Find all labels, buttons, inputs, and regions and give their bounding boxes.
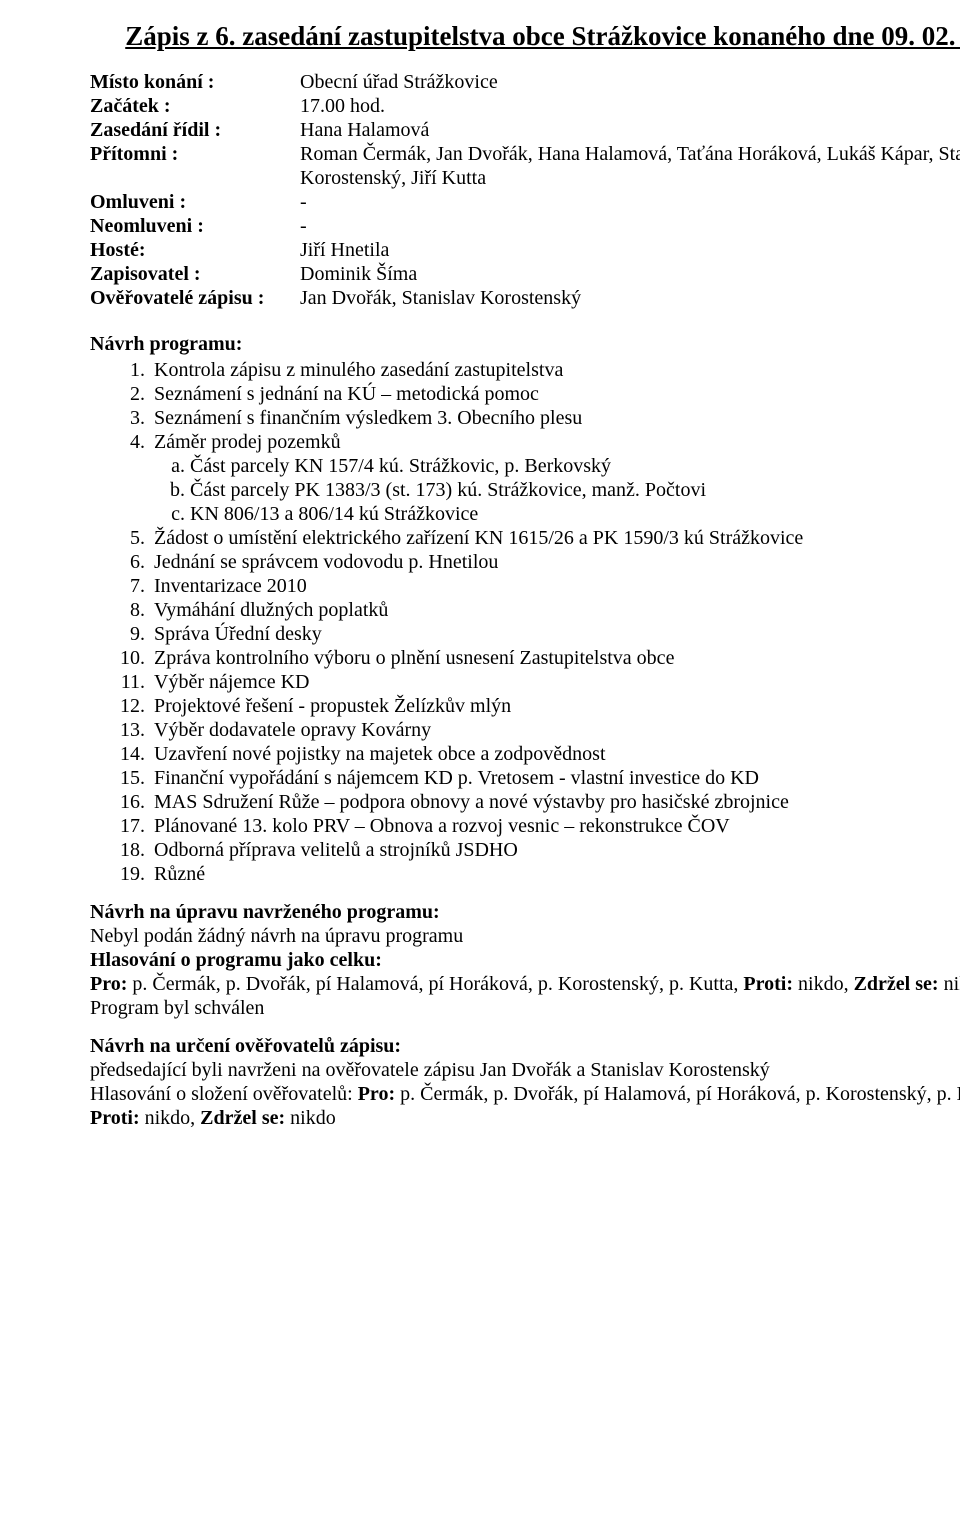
meta-label-hoste: Hosté:: [90, 238, 300, 262]
program-item: Plánované 13. kolo PRV – Obnova a rozvoj…: [150, 814, 960, 838]
text-line: předsedající byli navrženi na ověřovatel…: [90, 1058, 960, 1082]
program-item: Výběr dodavatele opravy Kovárny: [150, 718, 960, 742]
meta-row: Omluveni : -: [90, 190, 960, 214]
meta-label-ridil: Zasedání řídil :: [90, 118, 300, 142]
zdrzel-label: Zdržel se:: [200, 1107, 290, 1129]
meta-label-omluveni: Omluveni :: [90, 190, 300, 214]
program-item: Seznámení s jednání na KÚ – metodická po…: [150, 382, 960, 406]
heading-overovatele: Návrh na určení ověřovatelů zápisu:: [90, 1034, 960, 1058]
program-list: Kontrola zápisu z minulého zasedání zast…: [90, 358, 960, 886]
program-item: Záměr prodej pozemků Část parcely KN 157…: [150, 430, 960, 526]
zdrzel-text: nikdo: [944, 973, 960, 995]
pro-label: Pro:: [358, 1083, 400, 1105]
program-item: Projektové řešení - propustek Želízkův m…: [150, 694, 960, 718]
program-item-text: Záměr prodej pozemků: [154, 431, 341, 453]
pro-text: p. Čermák, p. Dvořák, pí Halamová, pí Ho…: [132, 973, 743, 995]
meta-value-pritomni: Roman Čermák, Jan Dvořák, Hana Halamová,…: [300, 142, 960, 190]
meta-row: Hosté: Jiří Hnetila: [90, 238, 960, 262]
program-item: Zpráva kontrolního výboru o plnění usnes…: [150, 646, 960, 670]
proti-text: nikdo,: [145, 1107, 201, 1129]
program-item: Seznámení s finančním výsledkem 3. Obecn…: [150, 406, 960, 430]
proti-label: Proti:: [743, 973, 793, 995]
meta-value-zapisovatel: Dominik Šíma: [300, 262, 960, 286]
program-heading: Návrh programu:: [90, 332, 960, 356]
program-item: Žádost o umístění elektrického zařízení …: [150, 526, 960, 550]
program-subitem: Část parcely PK 1383/3 (st. 173) kú. Str…: [190, 478, 960, 502]
program-item: Kontrola zápisu z minulého zasedání zast…: [150, 358, 960, 382]
prefix-text: Hlasování o složení ověřovatelů:: [90, 1083, 358, 1105]
program-item: Výběr nájemce KD: [150, 670, 960, 694]
meta-value-neomluveni: -: [300, 214, 960, 238]
vote-line: Pro: p. Čermák, p. Dvořák, pí Halamová, …: [90, 972, 960, 996]
program-item: Finanční vypořádání s nájemcem KD p. Vre…: [150, 766, 960, 790]
zdrzel-label: Zdržel se:: [854, 973, 944, 995]
meta-value-misto: Obecní úřad Strážkovice: [300, 70, 960, 94]
meta-value-overovatele: Jan Dvořák, Stanislav Korostenský: [300, 286, 960, 310]
meta-label-pritomni: Přítomni :: [90, 142, 300, 166]
pro-label: Pro:: [90, 973, 132, 995]
meta-label-zapisovatel: Zapisovatel :: [90, 262, 300, 286]
program-item: Správa Úřední desky: [150, 622, 960, 646]
meta-row: Místo konání : Obecní úřad Strážkovice: [90, 70, 960, 94]
text-line: Nebyl podán žádný návrh na úpravu progra…: [90, 924, 960, 948]
proti-text: nikdo,: [793, 973, 854, 995]
program-sublist: Část parcely KN 157/4 kú. Strážkovic, p.…: [154, 454, 960, 526]
meta-table: Místo konání : Obecní úřad Strážkovice Z…: [90, 70, 960, 310]
program-item: Uzavření nové pojistky na majetek obce a…: [150, 742, 960, 766]
meta-label-neomluveni: Neomluveni :: [90, 214, 300, 238]
meta-row: Zasedání řídil : Hana Halamová: [90, 118, 960, 142]
meta-row: Přítomni : Roman Čermák, Jan Dvořák, Han…: [90, 142, 960, 190]
section-uprava: Návrh na úpravu navrženého programu: Neb…: [90, 900, 960, 1020]
meta-value-hoste: Jiří Hnetila: [300, 238, 960, 262]
zdrzel-text: nikdo: [290, 1107, 336, 1129]
page-title: Zápis z 6. zasedání zastupitelstva obce …: [90, 20, 960, 52]
meta-label-zacatek: Začátek :: [90, 94, 300, 118]
text-line: Program byl schválen: [90, 996, 960, 1020]
meta-value-zacatek: 17.00 hod.: [300, 94, 960, 118]
meta-row: Zapisovatel : Dominik Šíma: [90, 262, 960, 286]
section-overovatele: Návrh na určení ověřovatelů zápisu: před…: [90, 1034, 960, 1130]
program-item: Inventarizace 2010: [150, 574, 960, 598]
meta-label-misto: Místo konání :: [90, 70, 300, 94]
meta-row: Neomluveni : -: [90, 214, 960, 238]
pro-text: p. Čermák, p. Dvořák, pí Halamová, pí Ho…: [400, 1083, 960, 1105]
vote-line: Hlasování o složení ověřovatelů: Pro: p.…: [90, 1082, 960, 1130]
proti-label: Proti:: [90, 1107, 145, 1129]
program-subitem: KN 806/13 a 806/14 kú Strážkovice: [190, 502, 960, 526]
meta-row: Ověřovatelé zápisu : Jan Dvořák, Stanisl…: [90, 286, 960, 310]
program-subitem: Část parcely KN 157/4 kú. Strážkovic, p.…: [190, 454, 960, 478]
program-item: Odborná příprava velitelů a strojníků JS…: [150, 838, 960, 862]
program-item: Vymáhání dlužných poplatků: [150, 598, 960, 622]
meta-row: Začátek : 17.00 hod.: [90, 94, 960, 118]
meta-value-omluveni: -: [300, 190, 960, 214]
program-item: MAS Sdružení Růže – podpora obnovy a nov…: [150, 790, 960, 814]
heading-uprava: Návrh na úpravu navrženého programu:: [90, 900, 960, 924]
program-item: Různé: [150, 862, 960, 886]
meta-label-overovatele: Ověřovatelé zápisu :: [90, 286, 300, 310]
program-item: Jednání se správcem vodovodu p. Hnetilou: [150, 550, 960, 574]
meta-value-ridil: Hana Halamová: [300, 118, 960, 142]
heading-hlasovani: Hlasování o programu jako celku:: [90, 948, 960, 972]
